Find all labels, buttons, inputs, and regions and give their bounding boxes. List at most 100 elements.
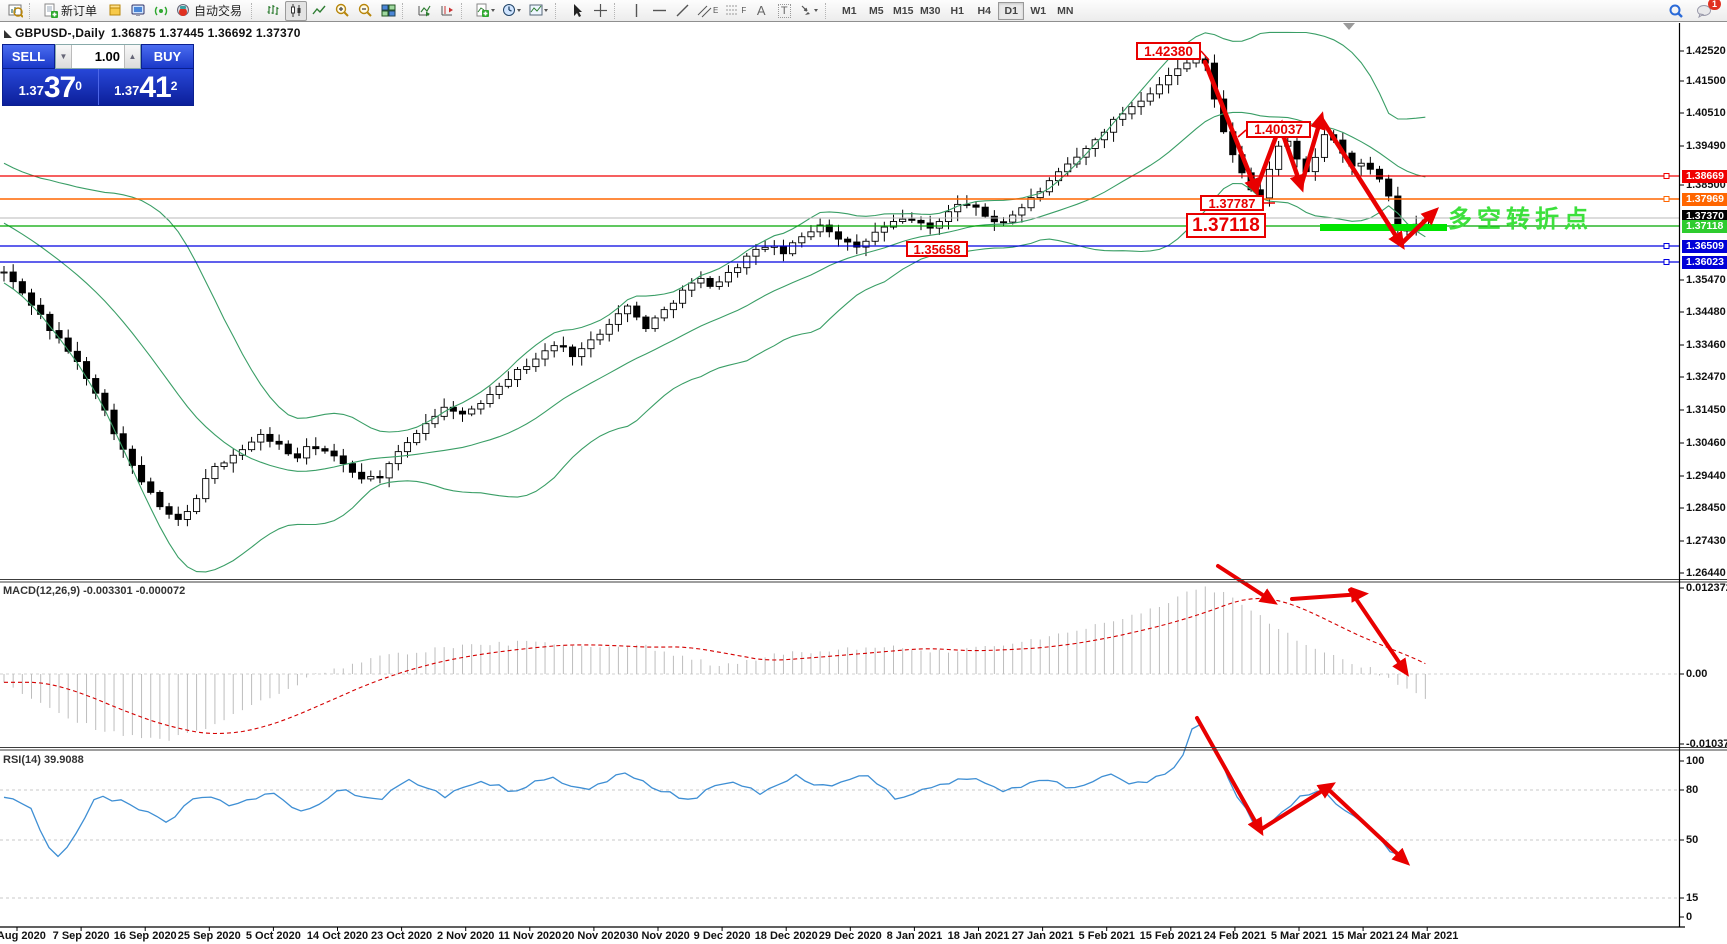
text-glyph: A	[756, 3, 766, 18]
timeframe-MN[interactable]: MN	[1057, 4, 1074, 17]
macd-axis-tick: 0.012372	[1686, 582, 1727, 594]
volume-decrease-button[interactable]: ▼	[56, 45, 72, 68]
toolbar-right-group: 1	[1665, 0, 1723, 21]
price-callout[interactable]: 1.37787	[1200, 195, 1264, 211]
price-callout[interactable]: 1.35658	[906, 241, 968, 257]
data-window-icon[interactable]	[127, 1, 149, 21]
add-indicator-button[interactable]	[472, 1, 498, 21]
price-badge: 1.38669	[1682, 170, 1727, 183]
market-watch-icon[interactable]	[104, 1, 126, 21]
date-axis-label: 9 Dec 2020	[693, 930, 751, 942]
timeframe-group: M1 M5 M15 M30 H1 H4 D1 W1 MN	[836, 1, 1078, 20]
price-axis-tick: 1.27430	[1686, 535, 1726, 547]
sell-price-sup: 0	[75, 79, 82, 93]
toolbar-separator	[251, 2, 258, 19]
buy-button[interactable]: BUY	[141, 44, 194, 69]
price-axis-tick: 1.35470	[1686, 274, 1726, 286]
buy-price-sup: 2	[170, 79, 178, 93]
price-callout[interactable]: 1.37118	[1186, 213, 1266, 238]
volume-value[interactable]: 1.00	[94, 49, 120, 64]
toolbar-separator	[402, 2, 409, 19]
notifications-button[interactable]: 1	[1693, 0, 1721, 21]
turning-point-annotation[interactable]: 多空转折点	[1448, 206, 1593, 233]
text-tool-icon[interactable]: A	[750, 1, 772, 21]
date-axis-label: 5 Feb 2021	[1078, 930, 1135, 942]
date-axis-label: 2 Nov 2020	[436, 930, 495, 942]
zoom-in-icon[interactable]	[331, 1, 353, 21]
one-click-trading-panel: SELL ▼ 1.00 ▲ BUY 1.37 37 0 1.37 41 2	[2, 44, 194, 106]
trendline-tool-icon[interactable]	[671, 1, 693, 21]
search-icon[interactable]	[1665, 1, 1687, 21]
rsi-axis-tick: 0	[1686, 911, 1693, 923]
macd-axis-tick: 0.00	[1686, 668, 1708, 680]
toolbar-separator	[29, 2, 36, 19]
sell-price[interactable]: 1.37 37 0	[3, 69, 99, 105]
chart-ohlc-values: 1.36875 1.37445 1.36692 1.37370	[110, 26, 301, 40]
price-axis-tick: 1.40510	[1686, 107, 1726, 119]
toolbar-separator	[825, 2, 832, 19]
date-axis-label: 14 Oct 2020	[306, 930, 369, 942]
timeframe-D1[interactable]: D1	[998, 1, 1025, 20]
timeframe-M1[interactable]: M1	[841, 4, 857, 17]
horizontal-line-tool-icon[interactable]	[648, 1, 670, 21]
price-axis-tick: 1.39490	[1686, 140, 1726, 152]
date-axis-label: 5 Mar 2021	[1270, 930, 1328, 942]
price-callout[interactable]: 1.40037	[1246, 121, 1311, 138]
sell-button[interactable]: SELL	[2, 44, 55, 69]
date-axis-label: 30 Nov 2020	[626, 930, 690, 942]
line-chart-icon[interactable]	[308, 1, 330, 21]
price-axis-tick: 1.29440	[1686, 470, 1726, 482]
price-badge: 1.36509	[1682, 240, 1727, 253]
equidistant-channel-tool-icon[interactable]: E	[694, 1, 721, 21]
crosshair-tool-icon[interactable]	[589, 1, 611, 21]
signals-icon[interactable]	[150, 1, 172, 21]
template-menu-button[interactable]	[526, 1, 552, 21]
cursor-tool-icon[interactable]	[566, 1, 588, 21]
arrows-tool-button[interactable]	[796, 1, 822, 21]
autotrade-button[interactable]: 自动交易	[173, 1, 248, 21]
price-axis-tick: 1.41500	[1686, 75, 1726, 87]
volume-increase-button[interactable]: ▲	[124, 45, 140, 68]
text-label-tool-icon[interactable]: T	[773, 1, 795, 21]
chart-symbol-period: GBPUSD-,Daily	[15, 26, 105, 40]
vertical-line-tool-icon[interactable]	[625, 1, 647, 21]
new-order-label: 新订单	[61, 4, 98, 18]
timeframe-H1[interactable]: H1	[950, 4, 964, 17]
date-axis-label: 16 Sep 2020	[113, 930, 177, 942]
new-order-button[interactable]: 新订单	[40, 1, 103, 21]
chart-shift-icon[interactable]	[436, 1, 458, 21]
date-axis-label: 11 Nov 2020	[498, 930, 562, 942]
fibonacci-tool-icon[interactable]: F	[722, 1, 749, 21]
zoom-out-icon[interactable]	[354, 1, 376, 21]
timeframe-M15[interactable]: M15	[893, 4, 914, 17]
chart-shift-marker-icon[interactable]	[1343, 23, 1355, 30]
date-axis-label: 29 Dec 2020	[818, 930, 882, 942]
autotrade-label: 自动交易	[194, 4, 243, 18]
tile-windows-icon[interactable]	[377, 1, 399, 21]
window-corner-icon[interactable]	[4, 30, 12, 38]
date-axis-label: 7 Sep 2020	[52, 930, 110, 942]
date-axis-label: 24 Mar 2021	[1395, 930, 1459, 942]
date-axis-label: 25 Sep 2020	[177, 930, 241, 942]
period-menu-button[interactable]	[499, 1, 525, 21]
buy-price[interactable]: 1.37 41 2	[99, 69, 194, 105]
price-axis-tick: 1.34480	[1686, 306, 1726, 318]
timeframe-W1[interactable]: W1	[1030, 4, 1047, 17]
price-axis-tick: 1.26440	[1686, 567, 1726, 579]
date-axis-label: 20 Nov 2020	[562, 930, 626, 942]
date-axis-label: 27 Jan 2021	[1011, 930, 1074, 942]
auto-scroll-icon[interactable]	[413, 1, 435, 21]
date-axis-label: 8 Jan 2021	[886, 930, 943, 942]
toolbar-separator	[614, 2, 621, 19]
candlestick-chart-icon[interactable]	[285, 0, 308, 21]
bar-chart-icon[interactable]	[262, 1, 284, 21]
macd-axis-tick: -0.010374	[1686, 738, 1727, 750]
price-callout[interactable]: 1.42380	[1136, 42, 1201, 60]
timeframe-H4[interactable]: H4	[977, 4, 991, 17]
chart-preview-icon[interactable]	[4, 1, 26, 21]
main-toolbar: 新订单 自动交易	[0, 0, 1727, 22]
date-axis-label: 18 Jan 2021	[947, 930, 1010, 942]
timeframe-M30[interactable]: M30	[920, 4, 941, 17]
timeframe-M5[interactable]: M5	[868, 4, 884, 17]
